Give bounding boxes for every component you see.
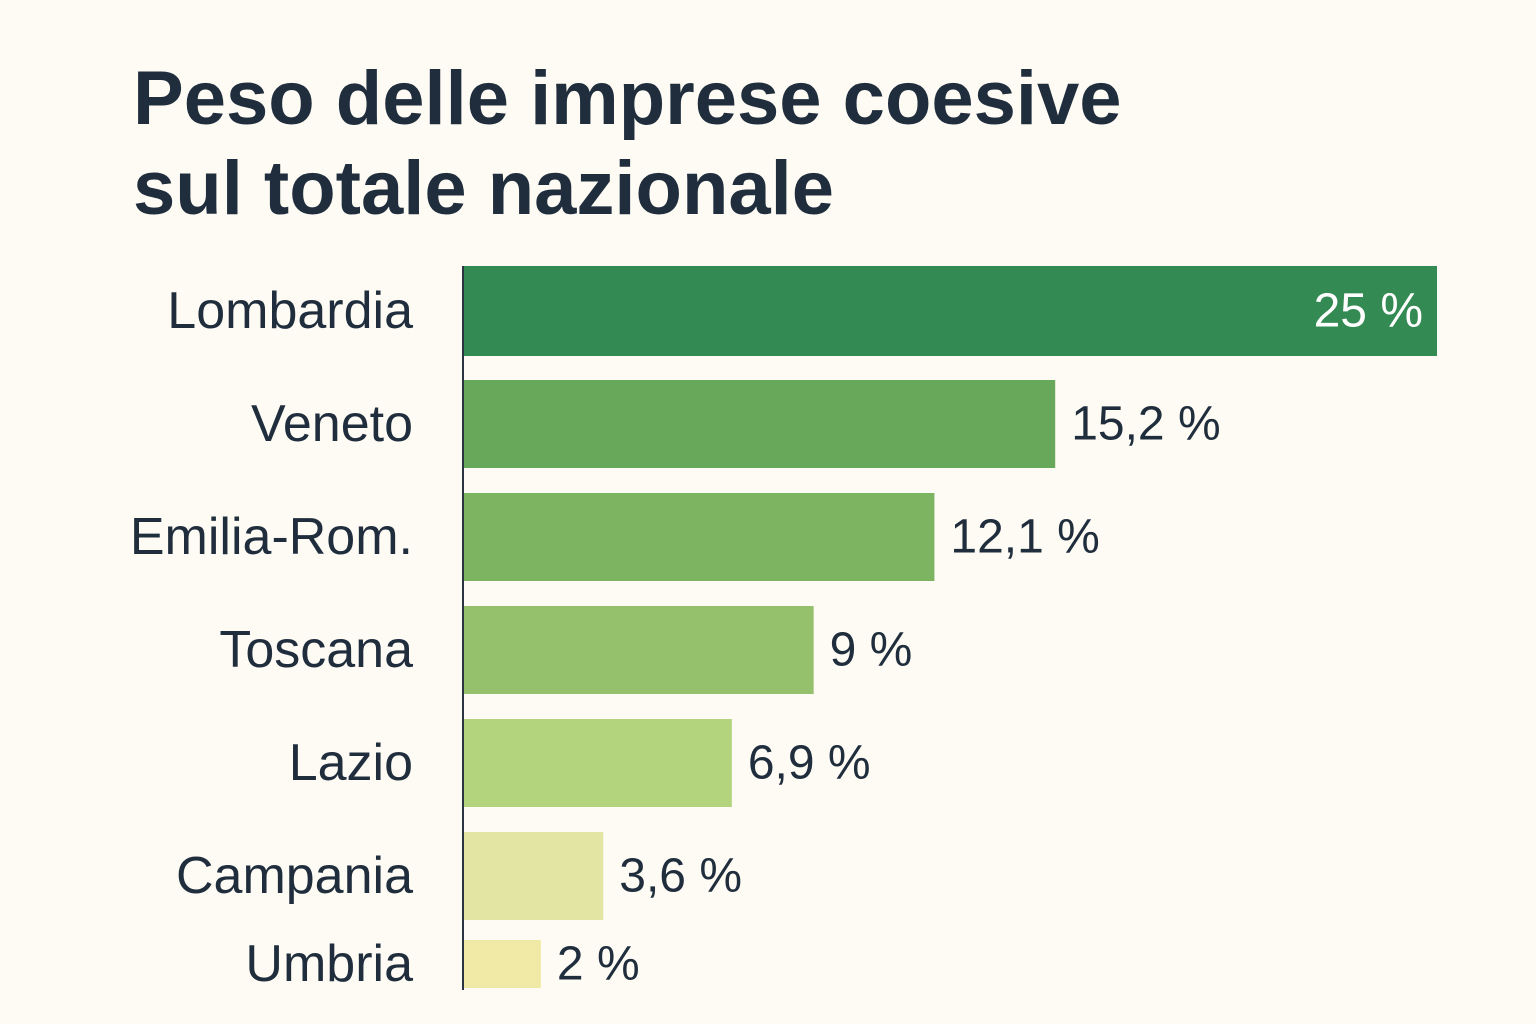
- bar-toscana: [463, 606, 814, 694]
- category-label: Emilia-Rom.: [130, 508, 413, 566]
- category-label: Veneto: [251, 395, 413, 453]
- value-label: 6,9 %: [748, 737, 871, 790]
- value-label: 25 %: [1314, 285, 1423, 338]
- chart-title-line-2: sul totale nazionale: [133, 146, 835, 231]
- value-label: 9 %: [830, 624, 913, 677]
- value-label: 15,2 %: [1071, 398, 1220, 451]
- bar-emilia-rom: [463, 493, 935, 581]
- value-label: 12,1 %: [950, 511, 1099, 564]
- category-label: Toscana: [219, 621, 413, 679]
- bar-umbria: [463, 940, 541, 988]
- category-label: Umbria: [245, 935, 413, 993]
- value-label: 2 %: [557, 938, 640, 991]
- category-label: Lazio: [289, 734, 413, 792]
- chart-title-line-1: Peso delle imprese coesive: [133, 56, 1122, 141]
- bar-lombardia: [463, 266, 1437, 356]
- chart-title: Peso delle imprese coesive sul totale na…: [133, 54, 1433, 234]
- value-label: 3,6 %: [619, 850, 742, 903]
- bar-veneto: [463, 380, 1056, 468]
- category-label: Lombardia: [167, 282, 413, 340]
- bar-lazio: [463, 719, 732, 807]
- bar-campania: [463, 832, 604, 920]
- category-label: Campania: [176, 847, 413, 905]
